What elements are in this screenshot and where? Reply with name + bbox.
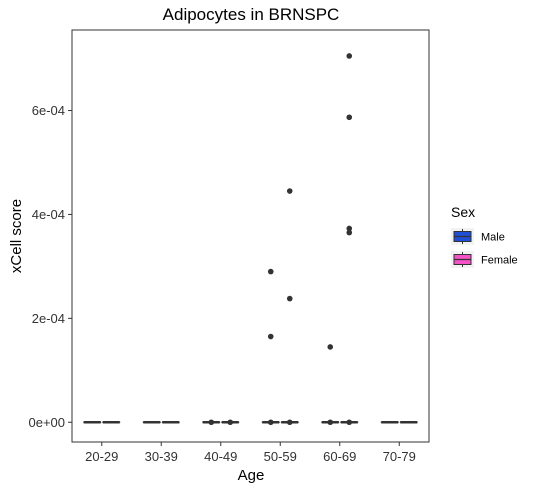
outlier-point [346, 53, 353, 59]
x-axis: 20-29 30-39 40-49 50-59 60-69 70-79 [85, 442, 416, 464]
legend-label-female: Female [481, 255, 518, 267]
chart-title: Adipocytes in BRNSPC [163, 5, 340, 24]
outlier-point [227, 419, 234, 426]
outlier-point [346, 225, 353, 232]
x-tick-label: 60-69 [323, 449, 356, 464]
legend-label-male: Male [481, 232, 505, 244]
box-male-50-59 [261, 268, 280, 426]
x-tick-label: 50-59 [264, 449, 297, 464]
plot-panel [71, 29, 430, 443]
y-axis: 0e+00 2e-04 4e-04 6e-04 [28, 103, 72, 430]
outlier-point [208, 419, 215, 426]
x-tick-label: 70-79 [383, 449, 416, 464]
outlier-point [327, 419, 334, 426]
outlier-point [346, 114, 353, 121]
outlier-point [327, 344, 334, 350]
outlier-point [267, 333, 274, 340]
box-male-60-69 [321, 344, 340, 426]
x-axis-title: Age [238, 467, 265, 484]
x-tick-label: 40-49 [204, 449, 237, 464]
box-female-60-69 [340, 53, 359, 426]
outlier-point [267, 419, 274, 426]
outlier-point [286, 295, 293, 302]
outlier-point [267, 268, 274, 275]
legend: Sex Male Female [451, 204, 518, 268]
outlier-point [346, 229, 353, 236]
outlier-point [286, 419, 293, 426]
y-axis-title: xCell score [8, 199, 25, 273]
y-tick-label: 0e+00 [28, 415, 65, 430]
y-tick-label: 2e-04 [32, 311, 65, 326]
box-male-40-49 [202, 419, 221, 426]
x-tick-label: 20-29 [85, 449, 118, 464]
y-tick-label: 6e-04 [32, 103, 65, 118]
box-series [83, 53, 418, 426]
legend-title: Sex [451, 204, 475, 220]
box-female-40-49 [221, 419, 240, 426]
box-female-50-59 [280, 188, 299, 426]
y-tick-label: 4e-04 [32, 207, 65, 222]
x-tick-label: 30-39 [145, 449, 178, 464]
outlier-point [346, 419, 353, 426]
outlier-point [286, 188, 293, 194]
